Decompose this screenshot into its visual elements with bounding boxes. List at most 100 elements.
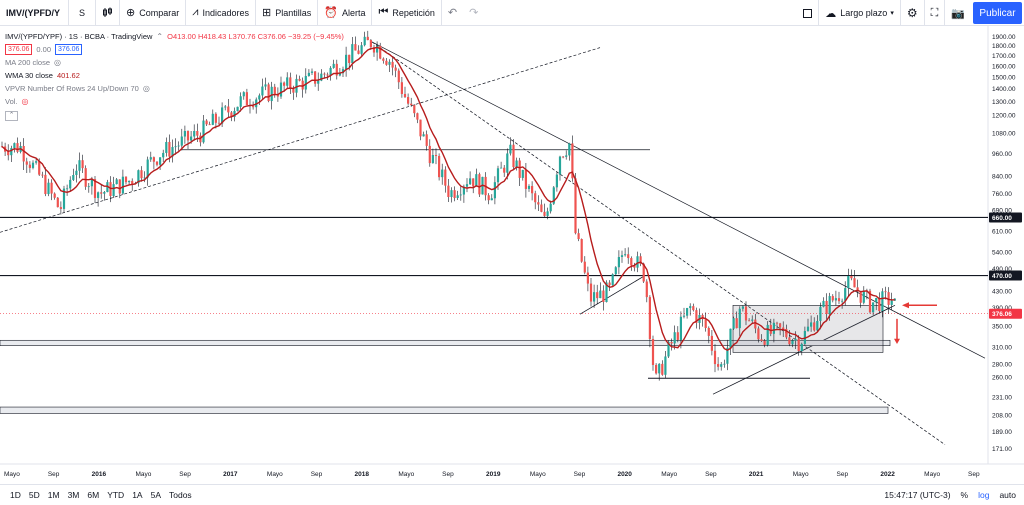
layout-name-button[interactable]: ☁ Largo plazo ▾ bbox=[818, 0, 900, 26]
interval-button[interactable]: S bbox=[69, 0, 97, 26]
indicators-button[interactable]: ⩘ Indicadores bbox=[186, 0, 257, 26]
alert-button[interactable]: ⏰ Alerta bbox=[318, 0, 373, 26]
auto-toggle[interactable]: auto bbox=[999, 490, 1016, 500]
candle-body bbox=[338, 73, 341, 76]
candle-body bbox=[648, 297, 651, 340]
candle-body bbox=[252, 106, 255, 108]
candle-body bbox=[137, 170, 140, 184]
undo-button[interactable]: ↶ bbox=[442, 0, 463, 26]
candle-body bbox=[345, 54, 348, 70]
select-layout-button[interactable] bbox=[797, 0, 818, 26]
candle-body bbox=[419, 119, 422, 137]
volume-label[interactable]: Vol. bbox=[5, 97, 18, 106]
candle-body bbox=[862, 291, 865, 303]
candle-body bbox=[834, 298, 837, 301]
candle-body bbox=[376, 45, 379, 53]
candle-body bbox=[543, 211, 546, 216]
chart-canvas[interactable]: 1900.00 1800.00 1700.00 1600.00 1500.00 1400.… bbox=[0, 26, 1024, 484]
candle-body bbox=[524, 169, 527, 189]
layout-name: Largo plazo bbox=[840, 8, 888, 18]
candle-body bbox=[93, 179, 97, 198]
candle-body bbox=[289, 77, 292, 90]
price-tick-label: 1800.00 bbox=[992, 43, 1016, 50]
candle-body bbox=[84, 168, 87, 187]
eye-off-icon[interactable]: ◎ bbox=[21, 97, 29, 106]
candle-body bbox=[568, 143, 571, 156]
timeframe-6m[interactable]: 6M bbox=[87, 490, 100, 500]
candle-body bbox=[611, 274, 614, 286]
collapse-legend-button[interactable]: ⌃ bbox=[5, 111, 18, 121]
candle-body bbox=[391, 61, 394, 68]
time-tick-label: 2019 bbox=[486, 471, 501, 478]
percent-toggle[interactable]: % bbox=[960, 490, 969, 500]
log-toggle[interactable]: log bbox=[978, 490, 990, 500]
support-triangle-line bbox=[579, 275, 646, 315]
candle-body bbox=[868, 290, 872, 313]
replay-button[interactable]: ⏮ Repetición bbox=[372, 0, 442, 26]
candle-body bbox=[884, 291, 887, 293]
candle-body bbox=[450, 190, 453, 198]
candle-body bbox=[673, 332, 676, 344]
wma30-label[interactable]: WMA 30 close bbox=[5, 71, 53, 80]
candle-body bbox=[602, 290, 605, 302]
timeframe-5a[interactable]: 5A bbox=[150, 490, 161, 500]
chart-area[interactable]: 1900.00 1800.00 1700.00 1600.00 1500.00 1400.… bbox=[0, 26, 1024, 484]
time-tick-label: Sep bbox=[179, 471, 191, 478]
fullscreen-button[interactable]: ⛶ bbox=[923, 0, 945, 26]
candle-body bbox=[791, 340, 794, 345]
price-axis bbox=[988, 26, 1024, 484]
candle-body bbox=[332, 63, 335, 68]
time-tick-label: Sep bbox=[968, 471, 980, 478]
red-arrow-down-head bbox=[894, 338, 900, 345]
chevron-up-icon[interactable]: ⌃ bbox=[156, 32, 164, 41]
clock[interactable]: 15:47:17 (UTC-3) bbox=[884, 490, 951, 500]
candle-body bbox=[382, 58, 385, 61]
candle-body bbox=[651, 339, 655, 365]
timeframe-1m[interactable]: 1M bbox=[47, 490, 60, 500]
plus-circle-icon: ⊕ bbox=[126, 7, 136, 19]
timeframe-1d[interactable]: 1D bbox=[10, 490, 21, 500]
vpvr-label[interactable]: VPVR Number Of Rows 24 Up/Down 70 bbox=[5, 84, 139, 93]
time-tick-label: Sep bbox=[574, 471, 586, 478]
snapshot-button[interactable]: 📷 bbox=[944, 0, 971, 26]
eye-off-icon[interactable]: ◎ bbox=[142, 84, 150, 93]
candle-body bbox=[686, 308, 689, 316]
eye-off-icon[interactable]: ◎ bbox=[54, 58, 62, 67]
symbol-search[interactable]: IMV/(YPFD/Y bbox=[0, 0, 70, 26]
candle-body bbox=[642, 263, 645, 282]
candles-icon bbox=[103, 7, 113, 17]
price-tick-label: 1900.00 bbox=[992, 34, 1016, 41]
timeframe-1a[interactable]: 1A bbox=[132, 490, 143, 500]
timeframe-todos[interactable]: Todos bbox=[169, 490, 192, 500]
price-tick-label: 1700.00 bbox=[992, 53, 1016, 60]
candle-body bbox=[645, 281, 648, 298]
timeframe-3m[interactable]: 3M bbox=[67, 490, 80, 500]
settings-button[interactable]: ⚙ bbox=[899, 0, 924, 26]
redo-button[interactable]: ↷ bbox=[463, 0, 484, 26]
candle-body bbox=[295, 78, 298, 93]
candle-body bbox=[465, 184, 469, 187]
bid-price-box[interactable]: 376.06 bbox=[5, 44, 33, 55]
candle-body bbox=[676, 332, 679, 340]
templates-label: Plantillas bbox=[275, 7, 312, 18]
ask-price-box[interactable]: 376.06 bbox=[55, 44, 83, 55]
level-badge-label: 470.00 bbox=[992, 273, 1012, 280]
publish-button[interactable]: Publicar bbox=[973, 2, 1022, 24]
ma200-label[interactable]: MA 200 close bbox=[5, 58, 51, 67]
candle-body bbox=[304, 75, 307, 90]
candle-body bbox=[366, 36, 369, 41]
chart-style-button[interactable] bbox=[96, 0, 121, 26]
candle-body bbox=[422, 134, 425, 137]
timeframe-ytd[interactable]: YTD bbox=[107, 490, 125, 500]
time-tick-label: Mayo bbox=[4, 471, 20, 478]
candle-body bbox=[298, 78, 301, 81]
spread-value: 0.00 bbox=[36, 45, 52, 54]
candle-body bbox=[233, 110, 236, 117]
gear-icon: ⚙ bbox=[906, 6, 918, 20]
candle-body bbox=[472, 178, 475, 187]
timeframe-5d[interactable]: 5D bbox=[28, 490, 40, 500]
templates-button[interactable]: ⊞ Plantillas bbox=[256, 0, 319, 26]
compare-button[interactable]: ⊕ Comparar bbox=[120, 0, 187, 26]
time-tick-label: Mayo bbox=[267, 471, 283, 478]
level-badge-bg bbox=[989, 212, 1022, 223]
